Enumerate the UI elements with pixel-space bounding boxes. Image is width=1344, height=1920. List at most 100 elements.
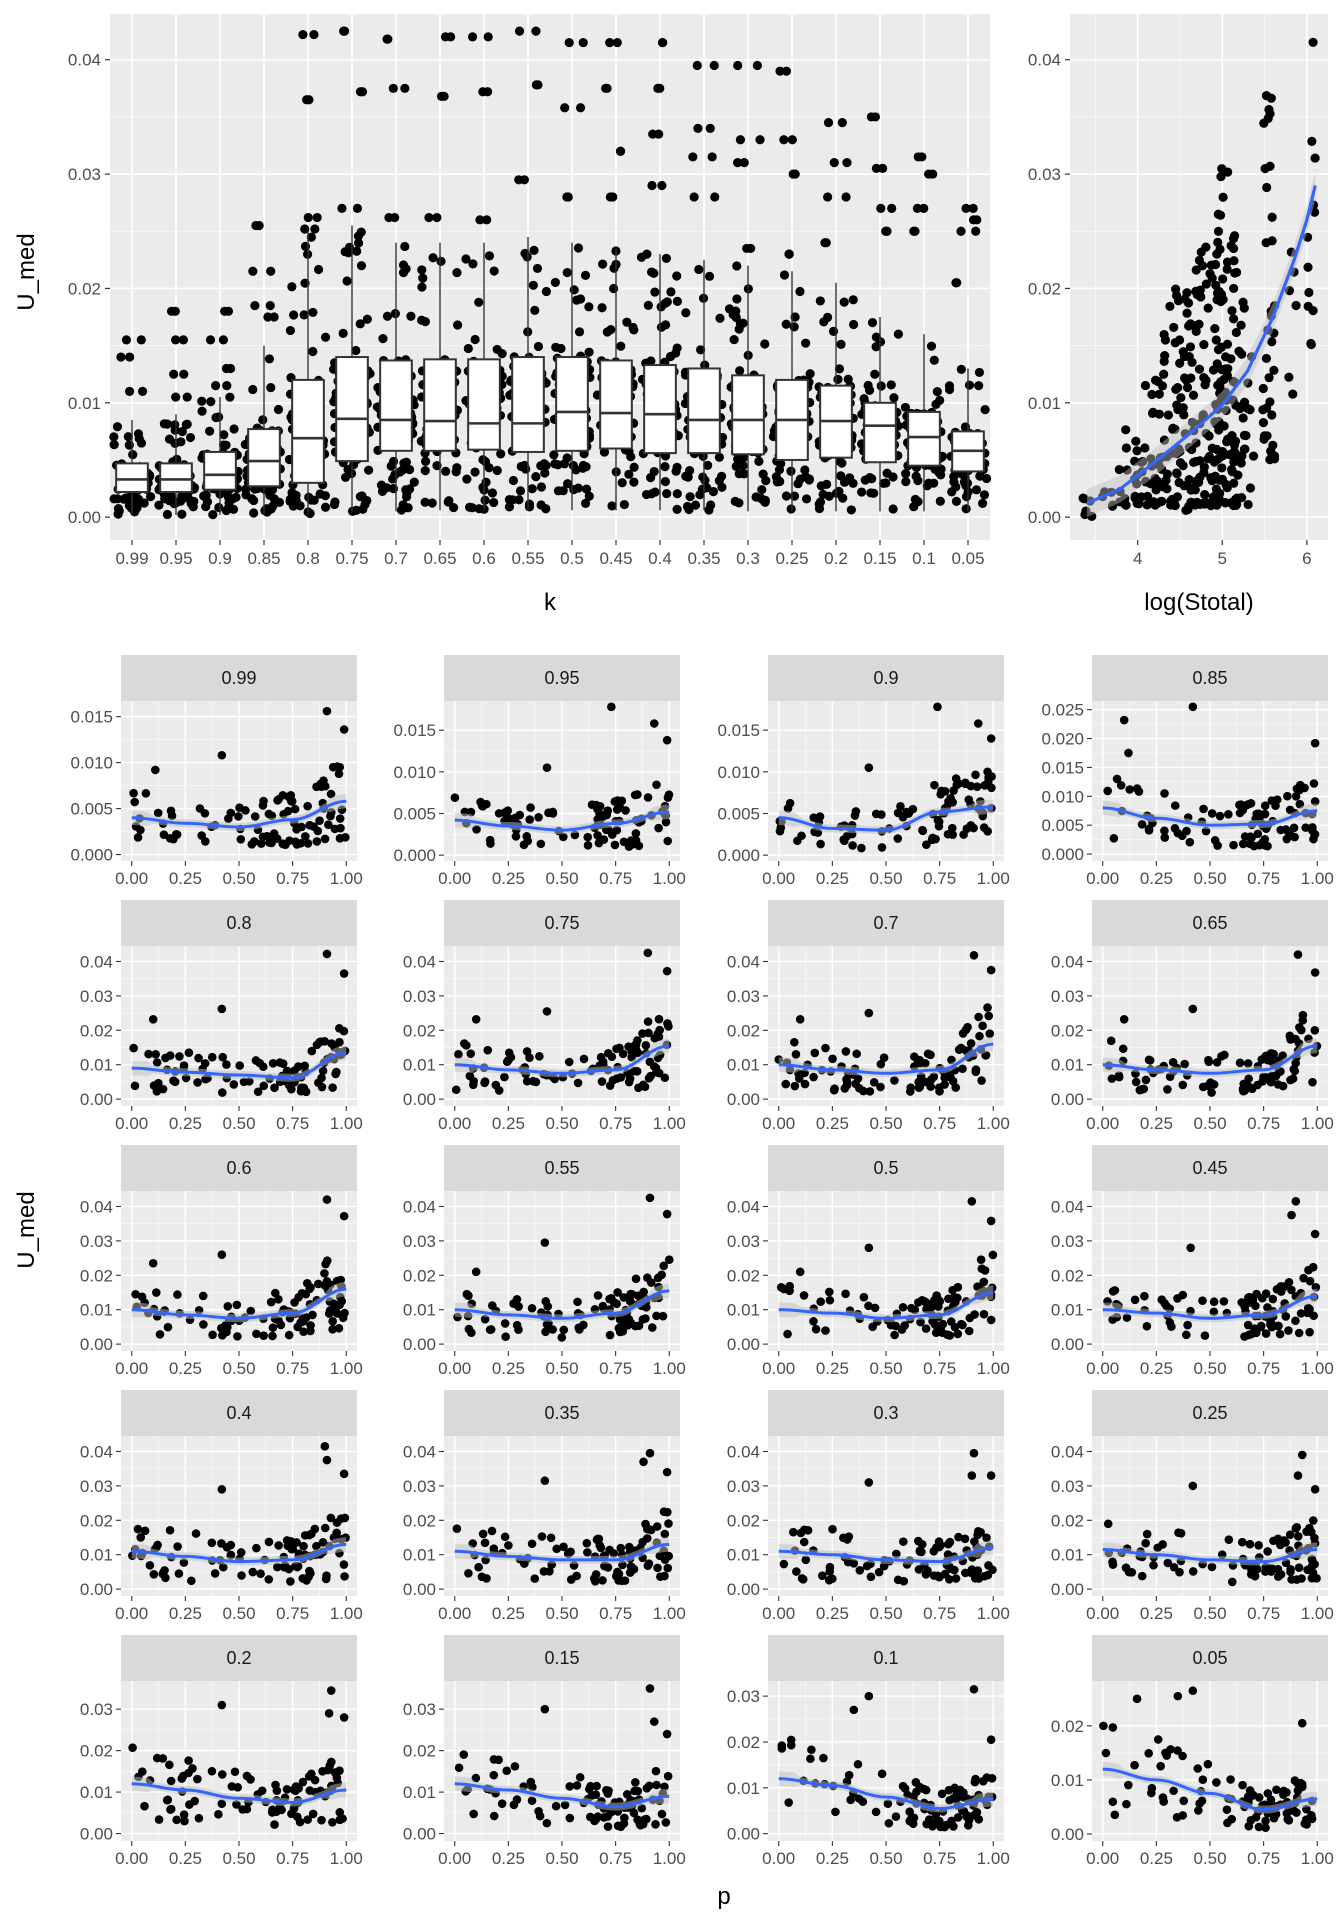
facet-strip-label: 0.45	[1192, 1158, 1227, 1178]
data-point	[1166, 1745, 1175, 1754]
data-point	[1147, 389, 1157, 400]
x-tick-label: 1.00	[330, 1359, 363, 1378]
x-tick-label: 0.95	[159, 549, 192, 568]
data-point	[339, 1211, 349, 1221]
data-point	[851, 807, 861, 816]
data-point	[629, 325, 639, 335]
data-point	[535, 1811, 545, 1821]
data-point	[1181, 505, 1191, 515]
data-point	[690, 500, 701, 510]
data-point	[339, 1469, 349, 1479]
data-point	[317, 1073, 326, 1083]
data-point	[816, 839, 825, 849]
data-point	[593, 1291, 603, 1300]
data-point	[1260, 164, 1270, 174]
smooth-line	[778, 1546, 994, 1564]
data-point	[565, 1782, 575, 1791]
data-point	[1103, 1519, 1113, 1529]
x-tick-label: 0.50	[1193, 1849, 1226, 1868]
data-point	[1221, 405, 1231, 416]
data-point	[162, 509, 172, 520]
outlier-point	[169, 369, 179, 379]
data-point	[339, 1713, 349, 1722]
data-point	[166, 1776, 176, 1786]
data-point	[272, 1786, 282, 1795]
data-point	[302, 1576, 311, 1585]
data-point	[915, 1547, 925, 1556]
data-point	[1179, 410, 1189, 420]
data-point	[224, 814, 233, 823]
y-tick-label: 0.005	[393, 805, 436, 824]
data-point	[1297, 1025, 1306, 1035]
data-point	[194, 1053, 203, 1063]
y-tick-label: 0.02	[1028, 279, 1061, 298]
data-point	[1237, 349, 1247, 359]
data-point	[649, 719, 659, 728]
data-point	[313, 264, 324, 275]
data-point	[1141, 477, 1151, 487]
data-point	[307, 1529, 316, 1539]
y-tick-label: 0.00	[1051, 1580, 1084, 1599]
data-point	[586, 1781, 595, 1791]
data-point	[353, 231, 364, 241]
data-point	[253, 1087, 263, 1097]
data-point	[877, 810, 886, 819]
x-tick-label: 0.75	[599, 1604, 632, 1623]
data-point	[1175, 1567, 1184, 1577]
x-tick-label: 0.3	[736, 549, 760, 568]
y-tick-label: 0.03	[403, 1700, 436, 1719]
data-point	[654, 823, 663, 833]
data-point	[953, 1329, 963, 1339]
x-tick-label: 0.50	[545, 1849, 578, 1868]
facet-strip	[444, 1390, 680, 1436]
data-point	[967, 1471, 977, 1480]
x-tick-label: 0.35	[687, 549, 720, 568]
data-point	[134, 433, 144, 444]
y-tick-label: 0.02	[403, 1266, 436, 1285]
data-point	[1229, 440, 1240, 450]
data-point	[1267, 236, 1277, 246]
data-point	[658, 1311, 668, 1321]
data-point	[1132, 1694, 1142, 1704]
x-tick-label: 0.4	[648, 549, 672, 568]
data-point	[1243, 499, 1253, 510]
data-point	[1228, 376, 1238, 386]
data-point	[548, 807, 558, 817]
data-point	[1245, 1292, 1254, 1302]
data-point	[1293, 1471, 1303, 1480]
data-point	[1203, 1081, 1213, 1091]
data-point	[631, 1274, 641, 1284]
data-point	[1229, 478, 1239, 488]
data-point	[562, 453, 572, 463]
facet-0.55: 0.550.000.010.020.030.040.00 0.25 0.50 0.75…	[403, 1145, 686, 1378]
data-point	[197, 831, 206, 840]
data-point	[779, 270, 790, 280]
data-point	[1261, 403, 1272, 413]
data-point	[1137, 1571, 1147, 1581]
boxplot-by-k: 0.000.010.020.030.040.99 0.95 0.9 0.85 0.8 0.…	[68, 14, 992, 616]
data-point	[1169, 1562, 1179, 1572]
data-point	[597, 813, 607, 822]
data-point	[653, 1029, 663, 1039]
data-point	[834, 364, 845, 374]
data-point	[627, 1047, 636, 1056]
data-point	[704, 271, 715, 281]
x-tick-label: 0.15	[863, 549, 896, 568]
data-point	[610, 840, 620, 850]
y-tick-label: 0.03	[403, 1232, 436, 1251]
y-tick-label: 0.01	[403, 1056, 436, 1075]
y-tick-label: 0.03	[727, 1687, 760, 1706]
facet-strip	[1092, 900, 1328, 946]
smooth-ribbon	[778, 799, 994, 835]
data-point	[972, 782, 982, 792]
data-point	[1268, 1294, 1278, 1304]
data-point	[580, 270, 591, 280]
outlier-point	[125, 352, 135, 362]
data-point	[660, 1529, 670, 1539]
y-tick-label: 0.00	[727, 1825, 760, 1844]
data-point	[268, 1331, 277, 1341]
data-point	[607, 1052, 617, 1062]
data-point	[1310, 968, 1320, 977]
y-tick-label: 0.03	[80, 987, 113, 1006]
data-point	[278, 790, 288, 800]
